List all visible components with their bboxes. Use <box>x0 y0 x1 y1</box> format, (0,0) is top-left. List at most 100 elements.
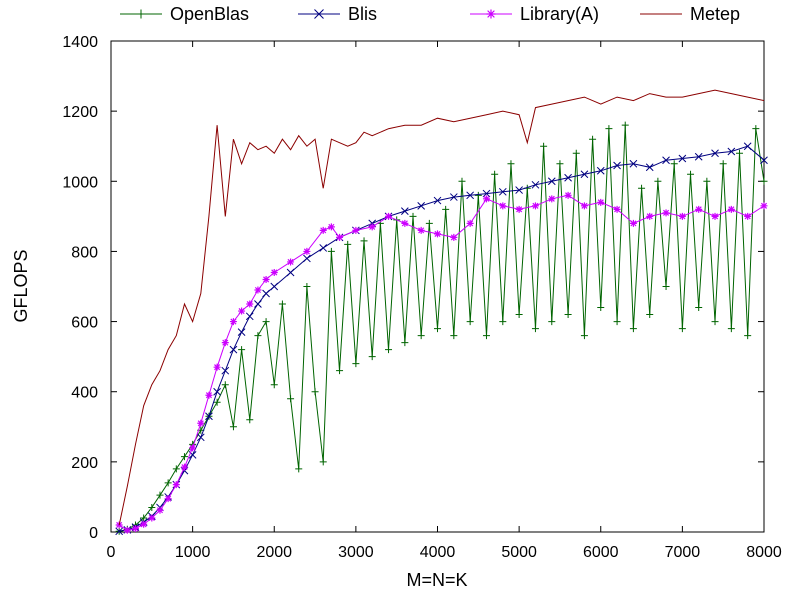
legend-item: Metep <box>640 4 740 24</box>
data-point <box>654 177 662 185</box>
data-point <box>287 395 295 403</box>
data-point <box>727 325 735 333</box>
data-point <box>711 318 719 326</box>
data-point <box>303 283 311 290</box>
data-point <box>368 223 376 231</box>
axes-layer: 0 1000 2000 3000 4000 5000 6000 7000 8000 0 200 400… <box>62 34 781 561</box>
data-point <box>629 325 637 333</box>
data-point <box>474 191 482 199</box>
data-point <box>352 360 360 368</box>
y-tick-label: 200 <box>71 455 98 472</box>
data-point <box>678 154 687 163</box>
data-point <box>736 149 744 157</box>
data-point <box>596 166 605 175</box>
data-point <box>694 152 703 161</box>
data-point <box>197 419 205 427</box>
data-point <box>442 205 450 213</box>
y-tick-label: 1400 <box>62 34 98 51</box>
data-point <box>515 311 523 319</box>
data-point <box>556 160 564 168</box>
data-point <box>711 149 719 158</box>
data-point <box>336 233 344 241</box>
data-point <box>449 193 458 201</box>
data-point <box>629 159 638 168</box>
data-point <box>327 247 335 255</box>
data-point <box>597 304 605 312</box>
data-point <box>711 212 719 220</box>
data-point <box>401 339 409 347</box>
data-point <box>662 209 670 217</box>
data-point <box>401 219 409 227</box>
data-point <box>262 289 270 298</box>
data-point <box>703 177 711 185</box>
data-point <box>213 387 221 396</box>
data-point <box>311 388 319 396</box>
data-point <box>433 196 442 205</box>
data-point <box>409 212 417 220</box>
data-point <box>580 202 588 210</box>
data-point <box>564 173 572 182</box>
data-point <box>662 283 670 290</box>
legend-label: Library(A) <box>520 4 599 24</box>
legend: OpenBlas Blis Library(A) Metep <box>120 4 740 24</box>
data-point <box>629 219 637 227</box>
data-point <box>450 233 458 241</box>
data-point <box>434 230 441 238</box>
data-point <box>221 381 229 389</box>
data-point <box>744 332 752 340</box>
data-point <box>180 453 188 461</box>
data-point <box>687 170 695 178</box>
data-point <box>548 318 556 326</box>
data-point <box>507 160 515 168</box>
data-point <box>498 187 507 196</box>
data-point <box>670 160 678 168</box>
series-line <box>118 194 765 531</box>
y-tick-label: 0 <box>89 525 98 542</box>
data-point <box>368 353 376 361</box>
legend-item: OpenBlas <box>120 4 249 24</box>
data-point <box>486 9 496 19</box>
data-point <box>597 198 605 206</box>
data-point <box>760 156 768 165</box>
data-point <box>482 195 490 203</box>
data-point <box>760 177 768 185</box>
data-point <box>287 258 295 266</box>
data-point <box>123 526 131 534</box>
data-point <box>286 268 295 277</box>
data-point <box>270 282 279 291</box>
legend-item: Blis <box>298 4 377 24</box>
data-point <box>238 307 246 315</box>
data-point <box>613 205 621 213</box>
data-point <box>254 300 262 308</box>
x-tick-label: 3000 <box>338 544 374 561</box>
data-point <box>466 318 474 326</box>
data-point <box>638 184 646 192</box>
data-point <box>221 366 230 375</box>
data-point <box>515 186 523 194</box>
data-point <box>531 202 539 210</box>
data-point <box>621 121 629 129</box>
data-point <box>572 149 580 157</box>
data-point <box>580 170 589 179</box>
data-point <box>319 226 327 234</box>
data-point <box>466 219 474 227</box>
data-point <box>646 212 654 220</box>
data-point <box>613 318 621 326</box>
series-library-a- <box>115 191 768 534</box>
data-point <box>695 205 703 213</box>
data-point <box>466 191 475 200</box>
data-point <box>303 254 311 263</box>
x-tick-label: 7000 <box>665 544 701 561</box>
legend-label: Blis <box>348 4 377 24</box>
y-tick-label: 600 <box>71 315 98 332</box>
x-tick-label: 0 <box>107 544 116 561</box>
data-point <box>189 444 197 452</box>
data-point <box>482 189 491 198</box>
data-point <box>270 268 278 276</box>
data-point <box>547 177 556 186</box>
data-point <box>482 332 490 340</box>
data-point <box>499 318 507 326</box>
data-point <box>662 156 670 165</box>
data-point <box>645 163 654 172</box>
